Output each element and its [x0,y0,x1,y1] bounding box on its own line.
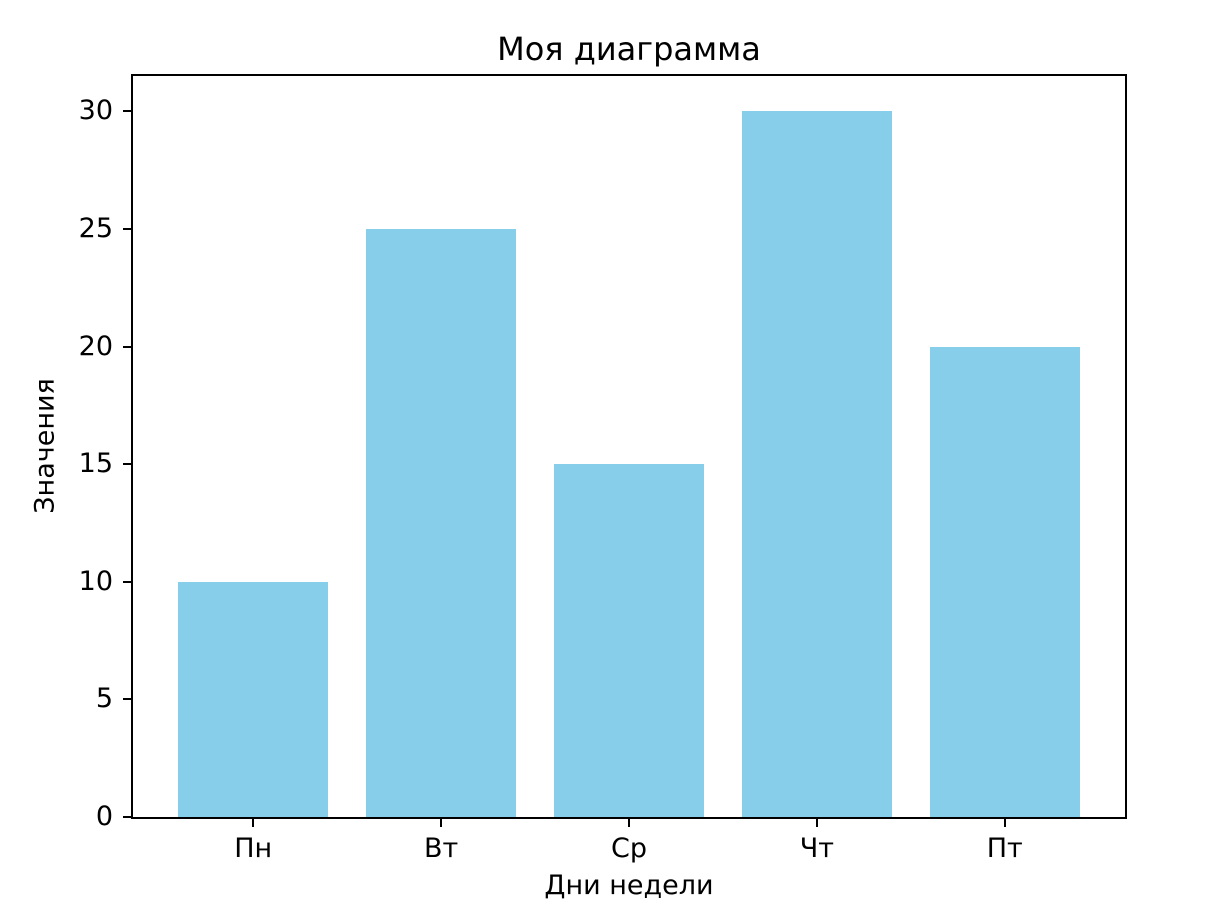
x-tick-mark-Пн [252,817,255,827]
bar-Чт [741,111,893,817]
x-axis-label: Дни недели [544,870,714,901]
y-tick-mark-25 [123,227,133,230]
x-tick-label-Чт: Чт [799,833,834,864]
x-tick-mark-Вт [440,817,443,827]
y-tick-label-20: 20 [78,330,113,362]
x-tick-label-Пт: Пт [986,833,1023,864]
x-tick-label-Пн: Пн [234,833,273,864]
y-tick-label-5: 5 [95,683,113,715]
x-tick-label-Ср: Ср [611,833,647,864]
y-axis-label: Значения [29,378,61,514]
y-tick-mark-5 [123,698,133,701]
y-tick-mark-10 [123,580,133,583]
bar-Вт [365,228,517,817]
x-tick-mark-Ср [628,817,630,827]
y-tick-mark-15 [123,463,133,466]
bar-Ср [553,464,705,817]
y-tick-mark-20 [123,345,133,348]
x-tick-mark-Пт [1003,817,1006,827]
plot-area [133,76,1125,817]
x-tick-label-Вт: Вт [423,833,459,864]
x-tick-mark-Чт [815,817,818,827]
bar-Пн [178,581,329,817]
y-tick-label-15: 15 [78,448,113,480]
y-tick-label-0: 0 [95,801,113,832]
y-tick-mark-30 [123,110,133,113]
y-tick-label-10: 10 [78,565,113,597]
chart-title: Моя диаграмма [497,30,761,68]
y-tick-mark-0 [123,816,133,818]
bar-Пт [929,346,1080,817]
y-tick-label-25: 25 [78,212,113,244]
y-tick-label-30: 30 [78,95,113,127]
